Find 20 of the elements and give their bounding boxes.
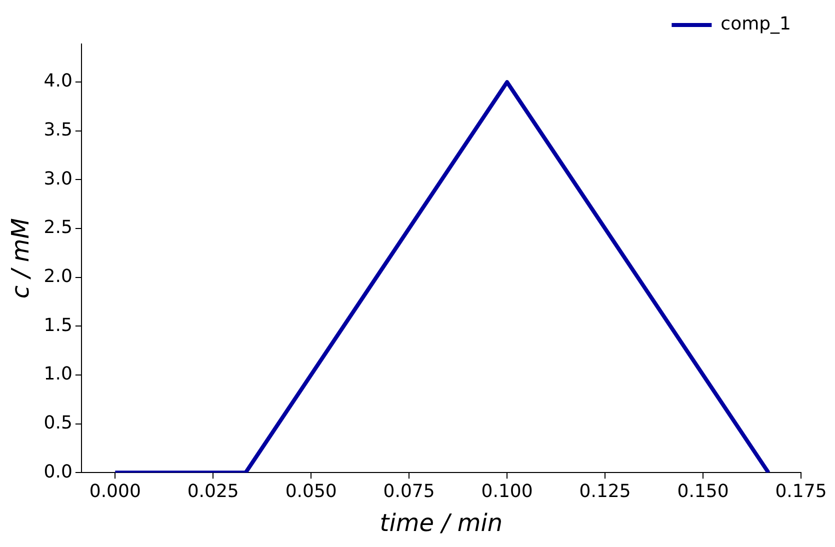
y-tick-label: 1.0 — [44, 364, 72, 385]
x-tick-label: 0.000 — [89, 481, 141, 502]
x-tick-label: 0.075 — [383, 481, 435, 502]
y-tick-label: 0.5 — [44, 412, 72, 434]
y-tick-label: 3.5 — [44, 120, 72, 141]
x-tick-label: 0.150 — [677, 481, 729, 502]
y-tick-label: 0.0 — [44, 461, 72, 482]
x-axis-title: time / min — [380, 508, 503, 537]
y-tick-label: 2.0 — [44, 266, 72, 288]
y-axis-title: c / mM — [6, 218, 35, 299]
x-tick-label: 0.050 — [285, 481, 337, 502]
y-tick-label: 1.5 — [44, 314, 72, 336]
x-tick-label: 0.100 — [481, 481, 533, 502]
x-tick-label: 0.025 — [187, 481, 239, 502]
y-tick-label: 4.0 — [44, 70, 72, 92]
y-tick-label: 2.5 — [44, 217, 72, 238]
y-tick-label: 3.0 — [44, 168, 72, 190]
x-tick-label: 0.175 — [775, 481, 827, 502]
legend-label: comp_1 — [720, 14, 792, 35]
x-tick-label: 0.125 — [579, 481, 631, 502]
